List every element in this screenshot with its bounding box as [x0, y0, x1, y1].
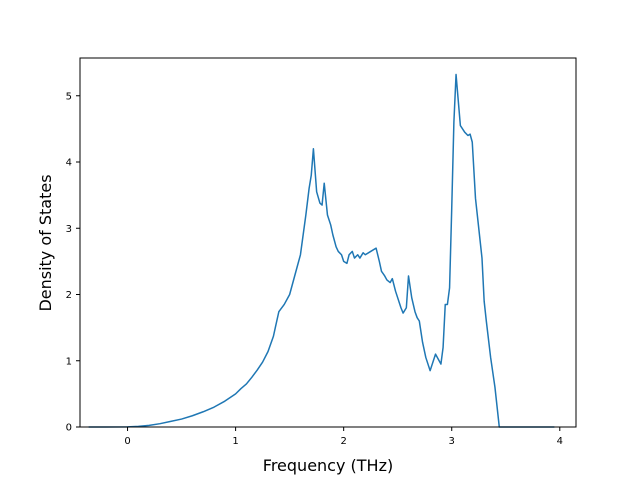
y-tick-label: 3 — [66, 224, 72, 235]
x-tick-label: 1 — [232, 436, 238, 447]
x-tick-label: 0 — [124, 436, 130, 447]
x-tick-label: 2 — [340, 436, 346, 447]
y-tick-label: 0 — [66, 423, 72, 434]
y-tick-label: 2 — [66, 290, 72, 301]
y-tick-label: 4 — [66, 158, 72, 169]
y-axis-ticks: 0 1 2 3 4 5 — [66, 91, 80, 434]
y-tick-label: 5 — [66, 91, 72, 102]
x-axis-ticks: 0 1 2 3 4 — [124, 427, 563, 447]
plot-frame — [79, 57, 577, 428]
series-line-0 — [88, 73, 555, 428]
y-tick-label: 1 — [66, 356, 72, 367]
y-axis-title: Density of States — [36, 174, 55, 311]
x-tick-label: 4 — [557, 436, 563, 447]
plot-area — [79, 57, 577, 428]
x-tick-label: 3 — [449, 436, 455, 447]
x-axis-title: Frequency (THz) — [263, 456, 393, 475]
